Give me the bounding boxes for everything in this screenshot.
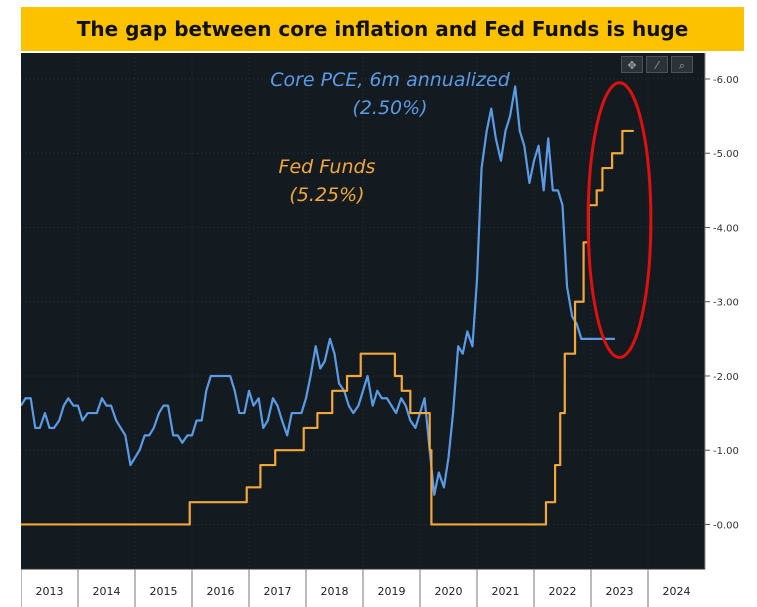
x-tick-label: 2016 — [207, 585, 235, 598]
y-tick-label: -6.00 — [713, 75, 739, 86]
y-tick-label: -2.00 — [713, 372, 739, 383]
x-tick-label: 2013 — [36, 585, 64, 598]
highlight-group — [586, 81, 653, 359]
y-tick-label: -4.00 — [713, 223, 739, 234]
draw-icon[interactable]: ⁄ — [646, 56, 668, 73]
x-tick-label: 2017 — [264, 585, 292, 598]
x-tick-label: 2024 — [663, 585, 691, 598]
y-tick-label: -0.00 — [713, 520, 739, 531]
series-group — [21, 85, 634, 526]
core-pce-label: Core PCE, 6m annualized — [270, 69, 511, 91]
x-tick-label: 2022 — [549, 585, 577, 598]
y-tick-label: -1.00 — [713, 446, 739, 457]
chart-svg: -0.00 -1.00 -2.00 -3.00 -4.00 -5.00 -6.00 2013… — [21, 53, 757, 607]
right-axis-panel — [705, 53, 757, 569]
fed-funds-label: Fed Funds — [279, 156, 376, 178]
x-axis: 2013 2014 2015 2016 2017 2018 2019 2020 2021 2022… — [21, 569, 691, 607]
plot-background — [21, 53, 705, 569]
x-tick-label: 2023 — [606, 585, 634, 598]
x-tick-label: 2018 — [321, 585, 349, 598]
x-tick-label: 2020 — [435, 585, 463, 598]
x-tick-label: 2019 — [378, 585, 406, 598]
highlight-ellipse — [586, 81, 653, 359]
core-pce-value: (2.50%) — [352, 97, 427, 119]
core-pce-line — [21, 85, 615, 496]
chart-title: The gap between core inflation and Fed F… — [21, 7, 744, 51]
y-tick-label: -3.00 — [713, 298, 739, 309]
crosshair-icon[interactable]: ✥ — [621, 56, 643, 73]
x-tick-label: 2021 — [492, 585, 520, 598]
y-tick-label: -5.00 — [713, 149, 739, 160]
x-tick-label: 2015 — [150, 585, 178, 598]
y-axis: -0.00 -1.00 -2.00 -3.00 -4.00 -5.00 -6.00 — [705, 75, 739, 531]
chart-panel: -0.00 -1.00 -2.00 -3.00 -4.00 -5.00 -6.00 2013… — [21, 53, 757, 607]
fed-funds-line — [21, 129, 634, 526]
x-tick-label: 2014 — [93, 585, 121, 598]
zoom-icon[interactable]: ⌕ — [671, 56, 693, 73]
fed-funds-value: (5.25%) — [289, 184, 364, 206]
